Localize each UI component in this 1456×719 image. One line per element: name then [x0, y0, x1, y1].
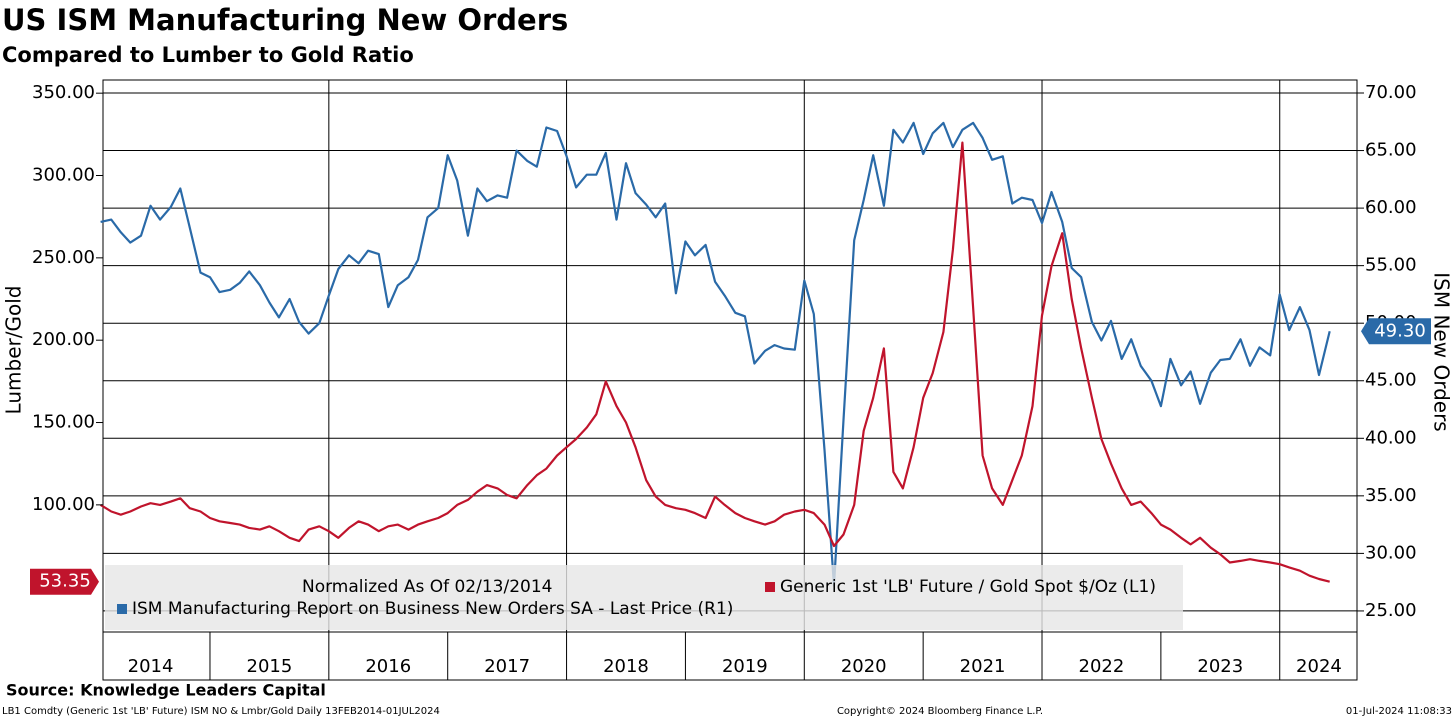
x-tick-label: 2015	[247, 656, 293, 677]
footer-right: 01-Jul-2024 11:08:33	[1346, 706, 1452, 717]
y2-axis-title: ISM New Orders	[1430, 272, 1454, 431]
last-value-label: 53.35	[39, 571, 91, 592]
source-note: Source: Knowledge Leaders Capital	[6, 681, 326, 700]
y2-tick-label: 45.00	[1365, 370, 1417, 391]
y2-tick-label: 70.00	[1365, 82, 1417, 103]
footer-center: Copyright© 2024 Bloomberg Finance L.P.	[837, 706, 1043, 717]
x-tick-label: 2019	[722, 656, 768, 677]
x-tick-label: 2024	[1296, 656, 1342, 677]
footer-left: LB1 Comdty (Generic 1st 'LB' Future) ISM…	[2, 706, 440, 717]
last-value-label: 49.30	[1374, 320, 1426, 341]
last-value-tag	[1361, 318, 1431, 345]
x-tick-label: 2020	[841, 656, 887, 677]
legend-swatch	[117, 604, 127, 614]
series-line	[100, 121, 1331, 587]
y2-tick-label: 55.00	[1365, 255, 1417, 276]
legend-box	[105, 565, 1183, 630]
y-tick-label: 350.00	[32, 82, 95, 103]
chart-subtitle: Compared to Lumber to Gold Ratio	[2, 43, 414, 67]
x-tick-label: 2014	[128, 656, 174, 677]
legend-label: ISM Manufacturing Report on Business New…	[132, 599, 733, 619]
y-tick-label: 200.00	[32, 329, 95, 350]
y2-tick-label: 35.00	[1365, 485, 1417, 506]
legend-label: Generic 1st 'LB' Future / Gold Spot $/Oz…	[780, 577, 1156, 597]
x-tick-label: 2017	[484, 656, 530, 677]
y2-tick-label: 40.00	[1365, 427, 1417, 448]
x-tick-label: 2016	[365, 656, 411, 677]
y-axis-title: Lumber/Gold	[2, 286, 26, 415]
plot-frame	[102, 79, 1358, 681]
y-tick-label: 250.00	[32, 247, 95, 268]
x-tick-label: 2022	[1079, 656, 1125, 677]
y-tick-label: 100.00	[32, 494, 95, 515]
y2-tick-label: 25.00	[1365, 600, 1417, 621]
legend-swatch	[765, 582, 775, 592]
series-line	[100, 141, 1330, 583]
chart-title: US ISM Manufacturing New Orders	[2, 3, 568, 37]
y2-tick-label: 65.00	[1365, 140, 1417, 161]
y2-tick-label: 30.00	[1365, 542, 1417, 563]
x-tick-label: 2023	[1197, 656, 1243, 677]
x-tick-label: 2021	[960, 656, 1006, 677]
y-tick-label: 300.00	[32, 165, 95, 186]
x-tick-label: 2018	[603, 656, 649, 677]
last-value-tag	[30, 568, 99, 595]
y2-tick-label: 60.00	[1365, 197, 1417, 218]
y-tick-label: 150.00	[32, 412, 95, 433]
legend-note: Normalized As Of 02/13/2014	[302, 577, 552, 597]
